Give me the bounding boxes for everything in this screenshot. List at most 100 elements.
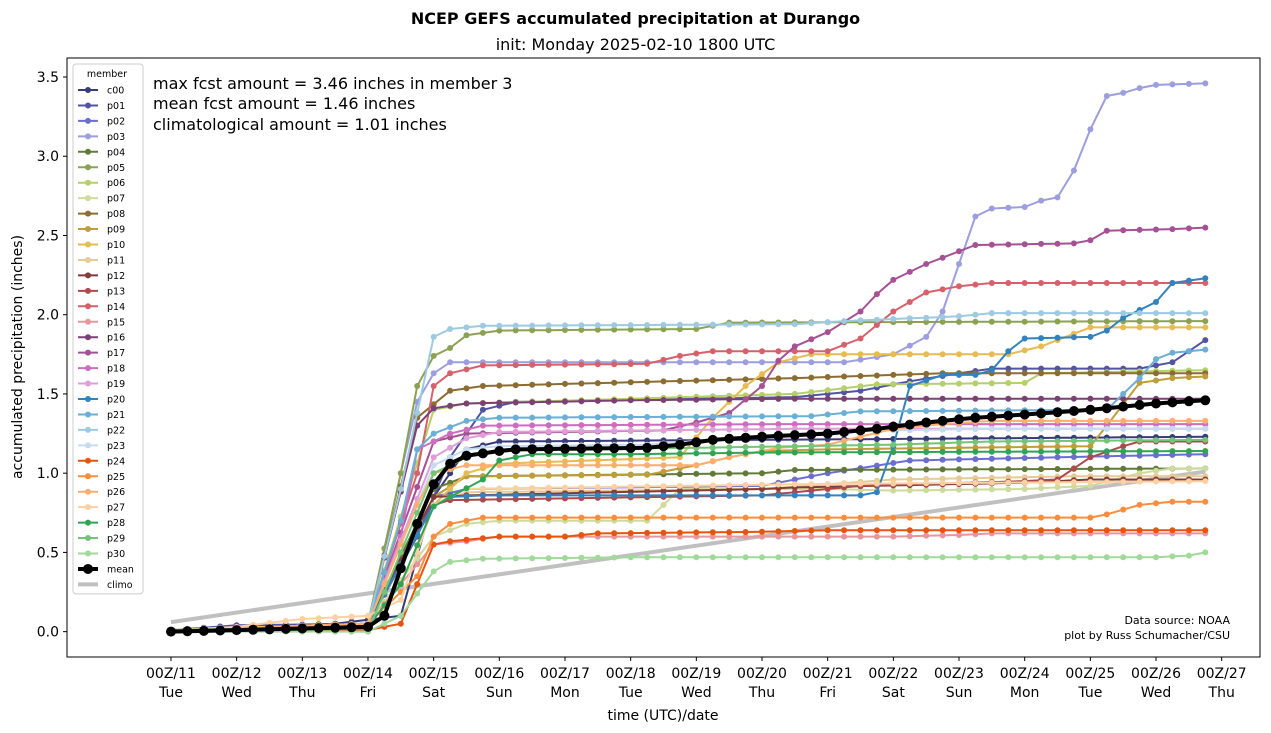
data-point: [397, 581, 404, 588]
data-point: [1021, 395, 1028, 402]
data-point: [954, 414, 964, 425]
data-point: [841, 449, 848, 456]
data-point: [923, 370, 930, 377]
legend-marker: [85, 287, 91, 294]
data-point: [939, 480, 946, 487]
data-point: [1120, 437, 1127, 444]
data-point: [740, 432, 751, 443]
data-point: [381, 553, 388, 560]
data-point: [529, 414, 536, 421]
data-point: [1120, 448, 1127, 455]
data-point: [676, 450, 683, 457]
data-point: [1054, 240, 1061, 247]
data-point: [1087, 527, 1094, 534]
legend-item-p09: p09: [78, 225, 125, 236]
data-point: [660, 514, 667, 521]
data-point: [726, 321, 733, 328]
data-point: [709, 450, 716, 457]
data-point: [545, 533, 552, 540]
x-tick-day-label: Mon: [550, 685, 580, 701]
data-point: [1153, 299, 1159, 305]
data-point: [956, 466, 962, 473]
data-point: [594, 484, 601, 491]
data-point: [791, 533, 798, 540]
data-point: [923, 377, 930, 384]
legend-label: p18: [107, 364, 125, 375]
data-point: [1070, 483, 1077, 490]
data-point: [447, 558, 454, 565]
data-point: [693, 396, 700, 403]
data-point: [923, 449, 930, 455]
y-tick-label: 2.0: [37, 308, 59, 324]
data-point: [578, 361, 585, 368]
data-point: [430, 454, 437, 461]
data-point: [873, 441, 880, 448]
data-point: [1185, 478, 1192, 485]
data-point: [1070, 454, 1077, 460]
data-point: [841, 385, 848, 392]
data-point: [496, 438, 503, 445]
data-point: [873, 322, 880, 328]
data-point: [939, 395, 946, 402]
data-point: [1153, 500, 1159, 507]
data-point: [939, 371, 946, 378]
legend-item-p03: p03: [78, 132, 125, 143]
data-point: [512, 428, 519, 435]
data-point: [857, 408, 864, 415]
data-point: [545, 414, 552, 421]
data-point: [693, 377, 700, 384]
legend-item-climo: climo: [78, 580, 133, 591]
data-point: [906, 554, 913, 561]
data-point: [529, 462, 536, 469]
legend-marker: [85, 87, 91, 93]
legend-label: p23: [107, 441, 125, 452]
data-point: [791, 554, 798, 561]
data-point: [857, 317, 864, 324]
data-point: [857, 449, 864, 456]
data-point: [1070, 395, 1077, 402]
data-point: [1200, 395, 1211, 406]
data-point: [627, 397, 634, 404]
data-point: [857, 533, 864, 540]
data-point: [280, 623, 291, 634]
data-point: [1169, 375, 1176, 382]
data-point: [759, 421, 765, 428]
legend-label: p16: [107, 333, 125, 344]
data-point: [972, 486, 979, 493]
data-point: [676, 487, 683, 494]
y-axis: 0.0 0.5 1.0 1.5 2.0 2.5 3.0 3.5: [37, 70, 67, 641]
legend-item-p16: p16: [78, 333, 125, 344]
data-point: [578, 414, 585, 421]
series-p05: [168, 318, 1209, 634]
data-point: [1120, 443, 1127, 450]
data-point: [627, 514, 634, 521]
data-point: [693, 492, 700, 499]
data-point: [906, 342, 913, 349]
data-point: [627, 483, 634, 490]
data-point: [529, 555, 536, 562]
data-point: [857, 527, 864, 534]
data-point: [660, 450, 667, 457]
data-point: [529, 381, 536, 388]
data-point: [988, 425, 995, 432]
data-point: [956, 426, 962, 433]
data-point: [512, 438, 519, 445]
legend-label: climo: [107, 580, 133, 591]
x-tick-label: 00Z/11: [146, 666, 196, 682]
data-point: [1021, 448, 1028, 455]
data-point: [906, 514, 913, 521]
data-point: [479, 555, 486, 562]
data-point: [1021, 318, 1028, 325]
data-point: [724, 433, 735, 444]
data-point: [939, 527, 946, 534]
data-point: [1103, 437, 1110, 444]
data-point: [824, 442, 831, 449]
data-point: [1185, 498, 1192, 505]
data-point: [956, 318, 962, 325]
data-point: [1153, 437, 1159, 444]
data-point: [726, 529, 733, 536]
data-point: [1087, 417, 1094, 424]
data-point: [1185, 527, 1192, 534]
legend-box: [72, 63, 144, 595]
x-tick-label: 00Z/18: [606, 666, 656, 682]
